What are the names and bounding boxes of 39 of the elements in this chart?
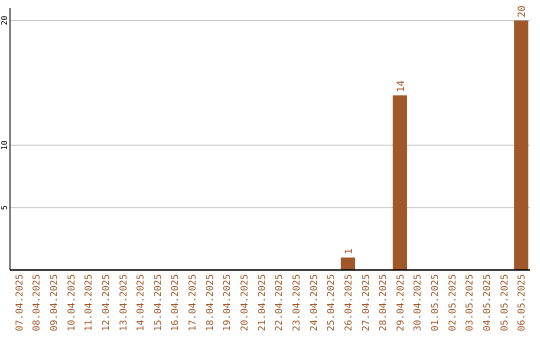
- x-tick-label: 10.04.2025: [66, 274, 78, 332]
- x-tick-label: 03.05.2025: [464, 274, 476, 332]
- x-tick-label: 28.04.2025: [378, 274, 390, 332]
- x-tick-label: 08.04.2025: [32, 274, 43, 332]
- x-tick-label: 23.04.2025: [291, 274, 302, 332]
- x-tick-label: 16.04.2025: [170, 274, 182, 332]
- x-tick-label: 06.05.2025: [516, 274, 528, 332]
- x-tick-label: 30.04.2025: [412, 274, 424, 332]
- x-tick-label: 17.04.2025: [188, 274, 199, 332]
- y-tick-label: 10: [0, 140, 9, 150]
- x-tick-label: 01.05.2025: [430, 274, 442, 332]
- bar: [514, 20, 528, 270]
- x-tick-label: 27.04.2025: [360, 274, 372, 332]
- x-tick-label: 14.04.2025: [136, 274, 147, 332]
- data-label: 1: [344, 248, 355, 255]
- x-tick-label: 21.04.2025: [256, 274, 268, 332]
- x-tick-label: 26.04.2025: [343, 274, 354, 332]
- x-tick-label: 25.04.2025: [326, 274, 338, 332]
- y-tick-label: 20: [0, 15, 9, 26]
- x-tick-label: 09.04.2025: [48, 274, 60, 332]
- data-label: 20: [517, 5, 528, 18]
- x-tick-label: 11.04.2025: [84, 274, 95, 332]
- y-tick-label: 5: [0, 205, 9, 210]
- x-tick-label: 07.04.2025: [14, 274, 26, 332]
- x-tick-label: 13.04.2025: [118, 274, 130, 332]
- x-tick-label: 20.04.2025: [240, 274, 251, 332]
- x-tick-label: 05.05.2025: [499, 274, 510, 332]
- x-tick-label: 02.05.2025: [447, 274, 458, 332]
- x-tick-label: 15.04.2025: [152, 274, 164, 332]
- x-tick-label: 19.04.2025: [222, 274, 234, 332]
- x-tick-label: 04.05.2025: [482, 274, 494, 332]
- x-tick-label: 24.04.2025: [308, 274, 320, 332]
- x-tick-label: 18.04.2025: [204, 274, 216, 332]
- bar: [392, 95, 408, 270]
- bar: [340, 258, 356, 270]
- x-tick-label: 29.04.2025: [395, 274, 406, 332]
- x-tick-label: 22.04.2025: [274, 274, 286, 332]
- x-tick-label: 12.04.2025: [100, 274, 112, 332]
- data-label: 14: [396, 80, 407, 92]
